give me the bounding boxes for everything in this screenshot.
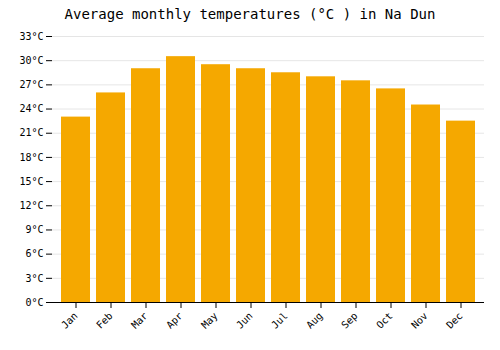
svg-text:27°C: 27°C — [19, 79, 43, 90]
svg-text:30°C: 30°C — [19, 55, 43, 66]
svg-text:12°C: 12°C — [19, 200, 43, 211]
svg-text:May: May — [199, 310, 220, 331]
svg-text:Sep: Sep — [339, 310, 360, 331]
svg-text:33°C: 33°C — [19, 31, 43, 42]
svg-text:Jul: Jul — [269, 310, 290, 331]
svg-text:Apr: Apr — [164, 310, 185, 331]
svg-text:18°C: 18°C — [19, 152, 43, 163]
svg-text:Jan: Jan — [59, 310, 80, 331]
svg-text:0°C: 0°C — [25, 297, 43, 308]
svg-text:Dec: Dec — [444, 310, 465, 331]
svg-text:Feb: Feb — [94, 310, 115, 331]
svg-text:Mar: Mar — [129, 310, 150, 331]
svg-text:9°C: 9°C — [25, 224, 43, 235]
svg-text:Oct: Oct — [374, 310, 395, 331]
svg-text:24°C: 24°C — [19, 103, 43, 114]
svg-text:15°C: 15°C — [19, 176, 43, 187]
svg-text:21°C: 21°C — [19, 127, 43, 138]
svg-text:Aug: Aug — [304, 310, 325, 331]
svg-text:Jun: Jun — [234, 310, 255, 331]
svg-text:6°C: 6°C — [25, 248, 43, 259]
svg-text:3°C: 3°C — [25, 273, 43, 284]
svg-text:Nov: Nov — [409, 310, 430, 331]
html-text:Average monthly temperatures (: Average monthly temperatures (°C ) in Na… — [64, 6, 436, 22]
